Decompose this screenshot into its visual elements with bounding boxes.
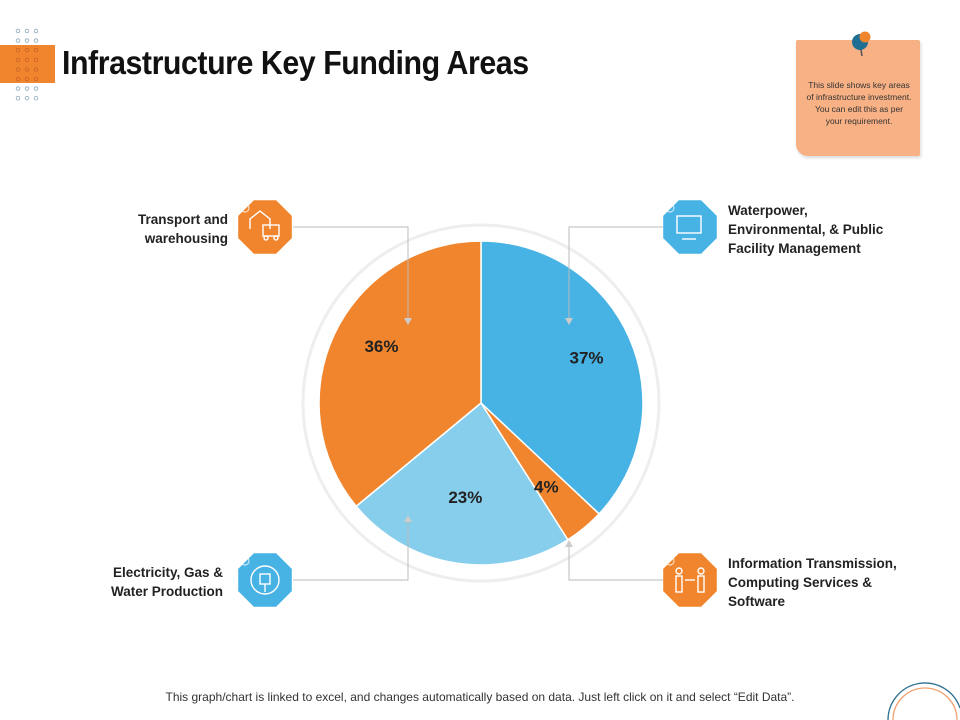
connector-information [568,545,663,581]
data-label: 23% [448,488,482,507]
legend-label-information: Information Transmission, Computing Serv… [728,556,897,609]
power-plug-icon [238,553,292,607]
corner-circle-outer [887,682,960,720]
data-label: 37% [570,348,604,367]
sticky-note [796,40,920,156]
pie-slice[interactable] [318,240,482,508]
corner-circle-inner [892,687,958,720]
page-title: Infrastructure Key Funding Areas [62,44,529,81]
data-label: 4% [534,478,559,497]
data-label: 36% [364,337,398,356]
note-text: This slide shows key areas of infrastruc… [806,80,912,126]
title-accent-bar [0,45,55,83]
legend-label-electricity: Electricity, Gas & Water Production [110,565,223,599]
connector-electricity [293,520,409,581]
connector-transport [293,226,409,320]
footer-note: This graph/chart is linked to excel, and… [165,690,795,704]
monitor-icon [663,200,717,254]
legend-label-waterpower: Waterpower, Environmental, & Public Faci… [728,203,884,256]
connector-arrows [404,318,573,547]
warehouse-truck-icon [238,200,292,254]
connector-waterpower [568,226,663,320]
pie-slice[interactable] [355,401,569,566]
data-transfer-people-icon [663,553,717,607]
legend-label-transport: Transport and warehousing [137,212,228,246]
dot-grid-decoration [15,28,39,101]
pie-slice[interactable] [480,240,644,515]
connectors [293,226,663,581]
